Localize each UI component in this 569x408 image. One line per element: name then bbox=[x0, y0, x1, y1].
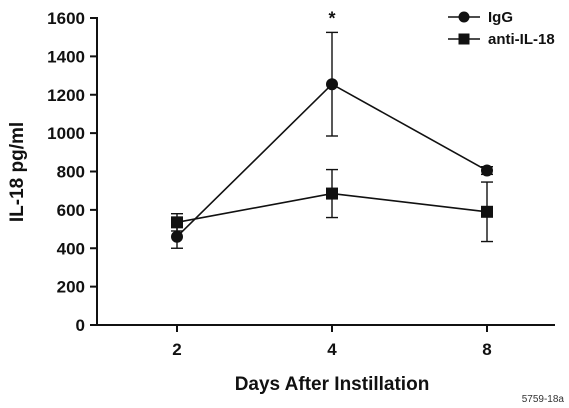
tick-labels: 0 200 400 600 800 1000 1200 1400 1600 2 4 8 bbox=[47, 9, 492, 359]
y-tick-label: 1000 bbox=[47, 124, 85, 143]
legend-marker-circle bbox=[458, 11, 470, 23]
legend-item: IgG bbox=[448, 9, 513, 26]
y-axis-title: IL-18 pg/ml bbox=[7, 122, 28, 222]
legend-item: anti-IL-18 bbox=[448, 31, 555, 48]
x-axis-title: Days After Instillation bbox=[235, 374, 430, 395]
annotations: * bbox=[328, 8, 335, 28]
data-point-square bbox=[326, 187, 338, 200]
data-point-square bbox=[171, 216, 183, 229]
y-tick-label: 1600 bbox=[47, 9, 85, 28]
x-tick-label: 8 bbox=[482, 340, 491, 359]
figure-id: 5759-18a bbox=[522, 394, 565, 405]
legend-marker-square bbox=[458, 33, 470, 45]
y-tick-label: 1200 bbox=[47, 86, 85, 105]
legend-label: anti-IL-18 bbox=[488, 31, 555, 48]
y-tick-label: 200 bbox=[57, 278, 85, 297]
y-tick-label: 800 bbox=[57, 163, 85, 182]
x-tick-label: 4 bbox=[327, 340, 337, 359]
legend: IgG anti-IL-18 bbox=[448, 9, 555, 48]
y-tick-label: 1400 bbox=[47, 47, 85, 66]
y-tick-label: 0 bbox=[76, 316, 85, 335]
axes bbox=[90, 17, 555, 332]
legend-label: IgG bbox=[488, 9, 513, 26]
data-point-circle bbox=[171, 230, 183, 243]
x-tick-label: 2 bbox=[172, 340, 181, 359]
significance-asterisk: * bbox=[328, 8, 335, 28]
series bbox=[171, 31, 493, 249]
data-point-circle bbox=[481, 164, 493, 177]
y-tick-label: 600 bbox=[57, 201, 85, 220]
data-point-circle bbox=[326, 78, 338, 91]
series-igg bbox=[171, 31, 493, 249]
data-point-square bbox=[481, 205, 493, 218]
series-anti-il-18 bbox=[171, 168, 493, 243]
y-tick-label: 400 bbox=[57, 239, 85, 258]
